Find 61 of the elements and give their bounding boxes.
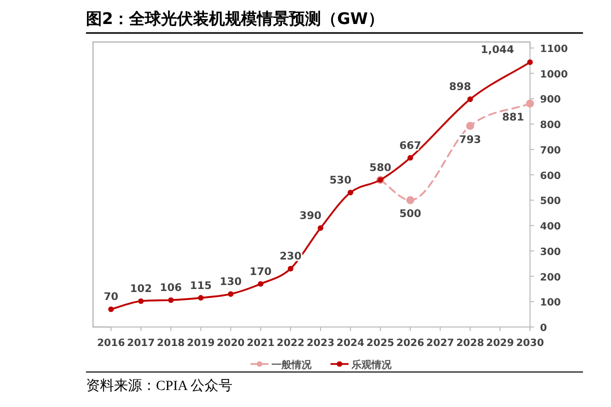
data-label: 170	[250, 266, 272, 278]
y-tick-label: 300	[540, 246, 561, 258]
legend-label: 一般情况	[272, 359, 312, 371]
point	[258, 281, 264, 287]
data-label: 70	[104, 291, 118, 304]
chart-title: 图2：全球光伏装机规模情景预测（GW）	[86, 9, 384, 28]
point	[527, 59, 533, 66]
point	[318, 225, 324, 231]
point	[168, 297, 174, 303]
y-tick-label: 600	[540, 170, 561, 182]
legend-label: 乐观情况	[350, 359, 392, 371]
point	[108, 306, 114, 312]
x-tick-label: 2021	[246, 338, 275, 349]
x-tick-label: 2019	[186, 338, 215, 349]
x-tick-label: 2022	[276, 338, 305, 349]
point	[288, 266, 294, 272]
y-tick-label: 1000	[540, 69, 568, 80]
x-tick-label: 2024	[336, 338, 364, 349]
data-label: 667	[399, 140, 422, 152]
x-tick-label: 2016	[97, 338, 125, 349]
x-tick-label: 2028	[456, 338, 484, 349]
x-tick-label: 2017	[127, 338, 155, 349]
x-tick-label: 2030	[516, 338, 544, 349]
y-tick-label: 800	[540, 120, 561, 132]
x-tick-label: 2026	[396, 338, 424, 349]
point	[526, 100, 534, 108]
point	[407, 155, 414, 161]
data-label: 898	[449, 81, 472, 94]
data-label: 881	[502, 112, 524, 124]
point	[406, 196, 414, 204]
y-tick-label: 0	[540, 323, 547, 334]
data-label: 1,044	[480, 44, 514, 56]
data-label: 102	[130, 283, 152, 296]
point	[466, 122, 474, 130]
data-label: 793	[459, 134, 482, 146]
data-label: 390	[300, 210, 322, 222]
point	[228, 291, 234, 297]
x-tick-label: 2025	[366, 338, 394, 349]
x-tick-label: 2027	[426, 338, 454, 349]
x-tick-label: 2029	[486, 338, 514, 349]
data-label: 580	[369, 162, 392, 174]
point	[138, 298, 144, 304]
data-label: 500	[399, 208, 422, 220]
text: 资料来源：CPIA 公众号	[86, 378, 233, 394]
point	[198, 295, 204, 301]
y-tick-label: 1100	[540, 44, 568, 55]
data-label: 115	[190, 280, 212, 292]
y-tick-label: 400	[540, 222, 561, 233]
point	[467, 96, 473, 102]
x-tick-label: 2023	[306, 338, 334, 349]
x-tick-label: 2020	[216, 338, 245, 349]
y-tick-label: 700	[540, 145, 561, 156]
y-tick-label: 500	[540, 196, 561, 208]
data-label: 130	[220, 276, 242, 288]
point	[348, 190, 354, 196]
x-tick-label: 2018	[156, 338, 185, 349]
data-label: 106	[160, 282, 182, 294]
y-tick-label: 200	[540, 272, 561, 284]
y-tick-label: 100	[540, 298, 561, 309]
y-tick-label: 900	[540, 94, 561, 106]
data-label: 530	[329, 174, 352, 187]
